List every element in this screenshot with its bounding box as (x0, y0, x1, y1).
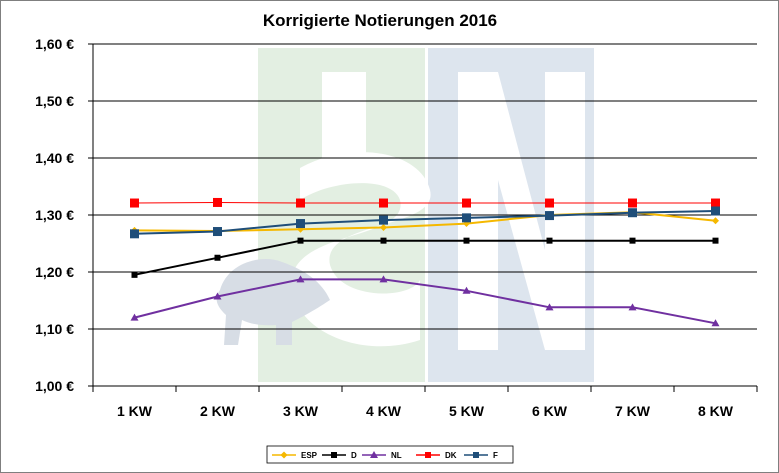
data-point (711, 198, 720, 208)
legend-label: DK (445, 451, 457, 460)
watermark-letter-i (322, 72, 366, 162)
data-point (462, 286, 471, 294)
data-point (545, 211, 554, 221)
x-tick-label: 4 KW (366, 403, 402, 419)
series-line (134, 278, 716, 325)
data-point (296, 198, 305, 208)
x-tick-label: 1 KW (117, 403, 153, 419)
y-tick-label: 1,50 € (35, 93, 74, 109)
data-point (380, 224, 387, 232)
data-point (379, 275, 388, 283)
grid-lines: 1,00 € 1,10 € 1,20 € 1,30 € 1,40 € 1,50 € 1,60… (35, 36, 757, 394)
chart-title: Korrigierte Notierungen 2016 (263, 11, 497, 30)
y-tick-label: 1,40 € (35, 150, 74, 166)
series-f (130, 206, 720, 239)
data-point (131, 271, 138, 278)
x-tick-label: 7 KW (615, 403, 651, 419)
data-point (380, 237, 387, 244)
series-nl (130, 275, 720, 327)
series-line (134, 210, 716, 235)
data-point (628, 198, 637, 208)
data-point (712, 217, 719, 225)
data-point (296, 275, 305, 283)
data-point (370, 451, 378, 458)
legend-item-nl: NL (362, 451, 402, 460)
data-point (425, 452, 431, 458)
y-tick-label: 1,00 € (35, 378, 74, 394)
x-tick-label: 6 KW (532, 403, 568, 419)
legend: ESP D NL DK F (266, 445, 514, 464)
y-tick-label: 1,20 € (35, 264, 74, 280)
y-tick-label: 1,30 € (35, 207, 74, 223)
x-tick-label: 2 KW (200, 403, 236, 419)
data-point (379, 198, 388, 208)
data-point (628, 208, 637, 218)
watermark-letter-n (458, 72, 585, 350)
data-point (213, 227, 222, 237)
x-tick-label: 3 KW (283, 403, 319, 419)
legend-item-f: F (464, 451, 498, 460)
x-tick-label: 8 KW (698, 403, 734, 419)
series-layer (130, 197, 720, 327)
series-d (131, 237, 719, 278)
data-point (379, 215, 388, 225)
data-point (629, 237, 636, 244)
data-point (462, 198, 471, 208)
data-point (711, 319, 720, 327)
data-point (545, 198, 554, 208)
legend-item-dk: DK (416, 451, 457, 460)
data-point (545, 303, 554, 311)
legend-label: F (493, 451, 498, 460)
legend-item-d: D (322, 451, 357, 460)
data-point (214, 254, 221, 261)
y-tick-label: 1,10 € (35, 321, 74, 337)
y-tick-label: 1,60 € (35, 36, 74, 52)
data-point (473, 452, 479, 458)
data-point (711, 206, 720, 216)
legend-label: D (351, 451, 357, 460)
data-point (213, 292, 222, 300)
data-point (462, 213, 471, 223)
legend-item-esp: ESP (272, 451, 318, 460)
data-point (130, 198, 139, 208)
data-point (331, 452, 337, 458)
data-point (628, 303, 637, 311)
series-line (134, 201, 716, 204)
data-point (130, 229, 139, 239)
series-dk (130, 197, 720, 208)
legend-label: NL (391, 451, 402, 460)
data-point (546, 237, 553, 244)
legend-label: ESP (301, 451, 318, 460)
axes: 1 KW 2 KW 3 KW 4 KW 5 KW 6 KW 7 KW 8 KW (88, 43, 758, 419)
data-point (296, 219, 305, 229)
data-point (297, 237, 304, 244)
legend-box (266, 445, 514, 464)
data-point (213, 197, 222, 207)
data-point (130, 313, 139, 321)
series-line (134, 239, 716, 276)
x-tick-label: 5 KW (449, 403, 485, 419)
data-point (280, 451, 288, 459)
data-point (712, 237, 719, 244)
data-point (463, 237, 470, 244)
